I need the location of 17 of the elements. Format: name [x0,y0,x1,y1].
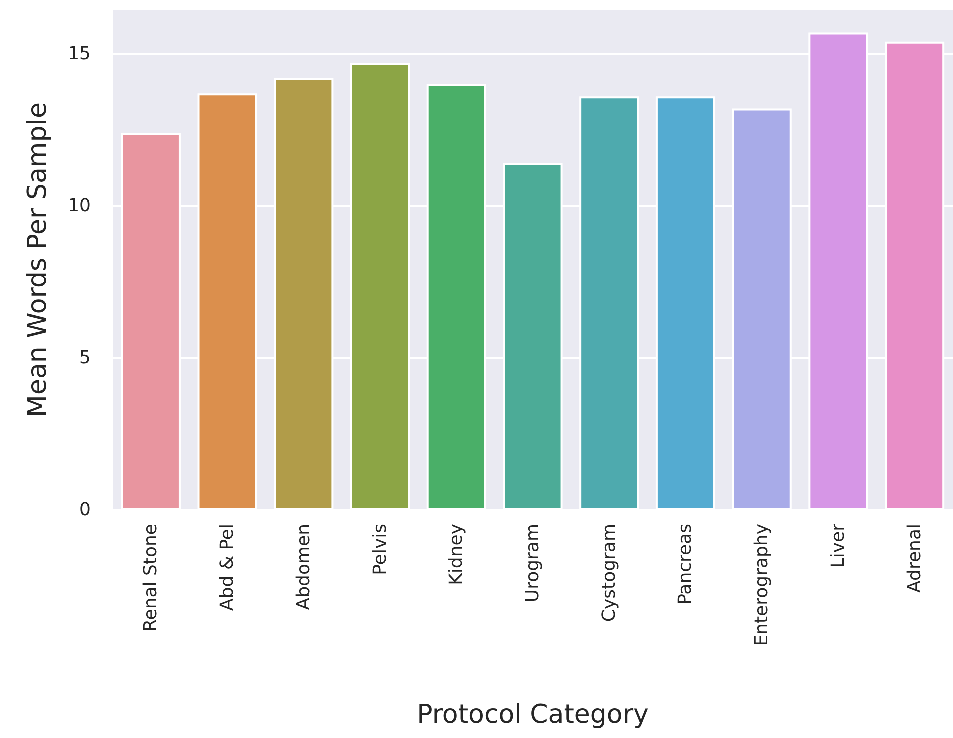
x-tick-label: Urogram [522,524,544,603]
x-tick-label: Cystogram [598,524,620,622]
x-tick-label: Renal Stone [140,524,162,632]
y-tick-label: 0 [80,500,91,520]
x-tick-label: Pelvis [370,524,391,576]
x-tick-label: Pancreas [675,524,696,605]
y-axis-title: Mean Words Per Sample [23,102,53,418]
x-axis-title: Protocol Category [417,700,649,730]
x-tick-label: Abdomen [293,524,314,610]
x-tick-label: Enterography [752,524,773,646]
y-tick-label: 5 [80,348,91,369]
x-tick-label: Kidney [446,524,468,586]
x-tick-label: Liver [828,523,849,568]
x-tick-label: Adrenal [904,524,926,593]
x-tick-label: Abd & Pel [217,524,238,611]
y-tick-label: 15 [68,44,91,65]
y-tick-label: 10 [68,196,91,217]
